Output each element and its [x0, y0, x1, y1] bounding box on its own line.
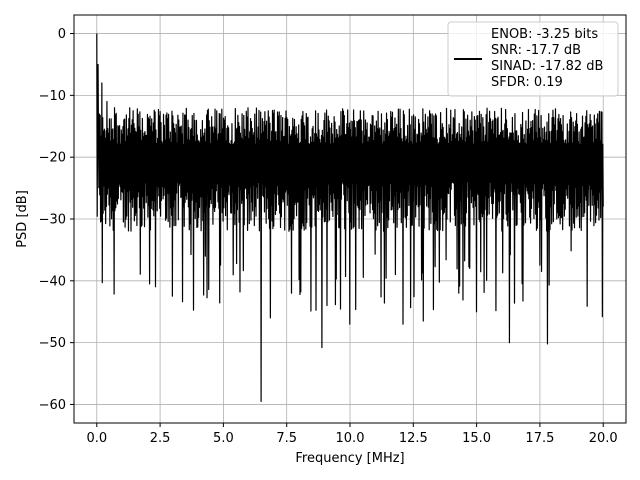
x-tick-label: 2.5 — [150, 431, 171, 446]
x-tick-label: 17.5 — [525, 431, 554, 446]
x-tick-label: 10.0 — [336, 431, 365, 446]
x-tick-label: 12.5 — [399, 431, 428, 446]
y-tick-label: −50 — [39, 336, 66, 351]
legend-box — [447, 21, 619, 97]
y-axis-ticks: 0 −10 −20 −30 −40 −50 −60 — [39, 27, 74, 413]
y-tick-label: 0 — [58, 27, 66, 42]
y-tick-label: −20 — [39, 151, 66, 166]
x-tick-label: 7.5 — [276, 431, 297, 446]
y-axis-label: PSD [dB] — [15, 190, 30, 248]
x-tick-label: 5.0 — [213, 431, 234, 446]
y-tick-label: −40 — [39, 274, 66, 289]
y-tick-label: −30 — [39, 213, 66, 228]
psd-series-line — [96, 33, 604, 402]
x-tick-label: 15.0 — [462, 431, 491, 446]
y-tick-label: −10 — [39, 89, 66, 104]
x-axis-ticks: 0.0 2.5 5.0 7.5 10.0 12.5 15.0 17.5 20.0 — [86, 423, 618, 446]
legend-snr: SNR: -17.7 dB — [491, 43, 581, 58]
legend-enob: ENOB: -3.25 bits — [491, 27, 598, 42]
legend-sinad: SINAD: -17.82 dB — [491, 59, 603, 74]
y-tick-label: −60 — [39, 398, 66, 413]
x-tick-label: 20.0 — [589, 431, 618, 446]
x-axis-label: Frequency [MHz] — [295, 451, 404, 466]
plot-area — [96, 33, 604, 402]
legend: ENOB: -3.25 bits SNR: -17.7 dB SINAD: -1… — [447, 21, 619, 97]
x-tick-label: 0.0 — [86, 431, 107, 446]
legend-sfdr: SFDR: 0.19 — [491, 75, 563, 90]
